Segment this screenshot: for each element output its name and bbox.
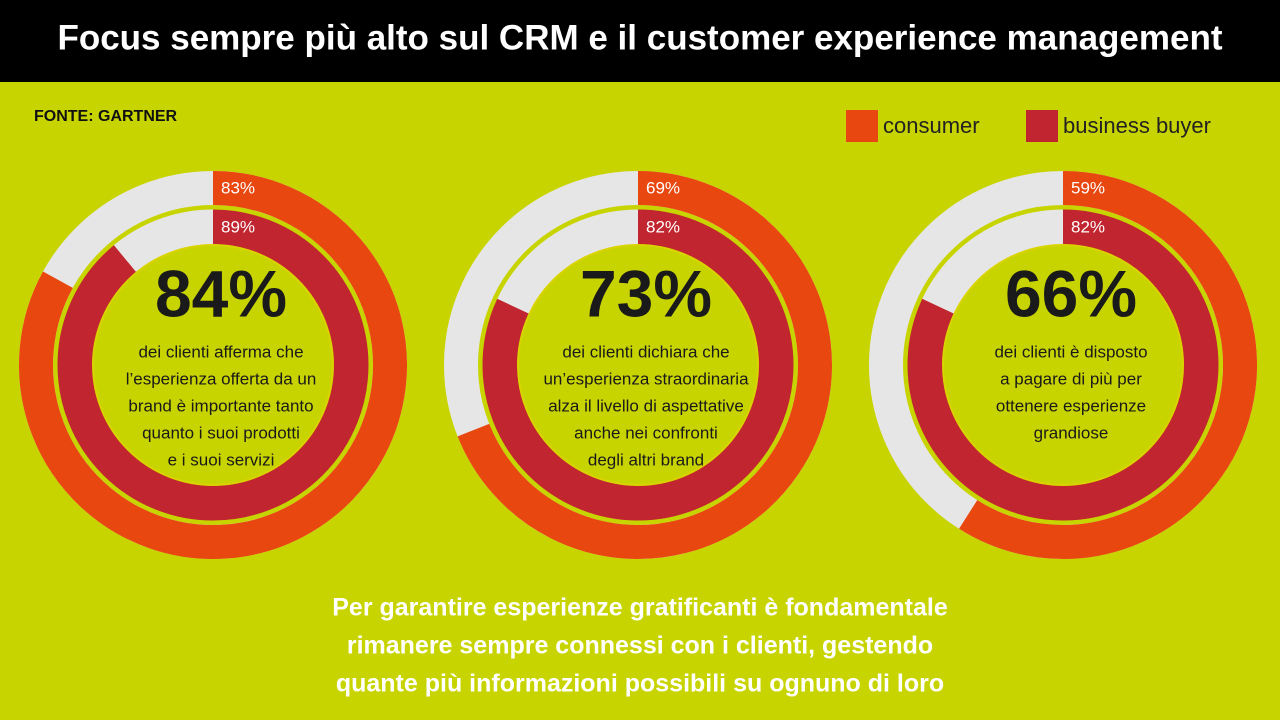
legend-swatch	[1026, 110, 1058, 142]
ring-divider	[904, 206, 1222, 524]
headline: 73%	[580, 256, 712, 330]
ring-arc	[959, 171, 1257, 559]
description: dei clienti dichiara che	[562, 342, 729, 361]
value-label: 83%	[221, 178, 255, 197]
source: FONTE: GARTNER	[34, 108, 178, 125]
description: dei clienti afferma che	[138, 342, 303, 361]
legend-label: consumer	[883, 113, 980, 138]
headline: 84%	[155, 256, 287, 330]
description: quanto i suoi prodotti	[142, 423, 300, 442]
value-label: 82%	[646, 217, 680, 236]
description: l’esperienza offerta da un	[126, 369, 317, 388]
headline: 66%	[1005, 256, 1137, 330]
description: e i suoi servizi	[168, 450, 275, 469]
ring-arc	[57, 209, 369, 521]
legend-label: business buyer	[1063, 113, 1211, 138]
ring-arc	[907, 209, 1219, 521]
value-label: 89%	[221, 217, 255, 236]
header-bar	[0, 0, 1280, 82]
ring-divider	[942, 244, 1184, 486]
description: un’esperienza straordinaria	[543, 369, 749, 388]
ring-divider	[517, 244, 759, 486]
description: a pagare di più per	[1000, 369, 1142, 388]
description: anche nei confronti	[574, 423, 718, 442]
description: brand è importante tanto	[128, 396, 313, 415]
description: alza il livello di aspettative	[548, 396, 744, 415]
value-label: 69%	[646, 178, 680, 197]
description: grandiose	[1034, 423, 1109, 442]
description: ottenere esperienze	[996, 396, 1146, 415]
footer-note: quante più informazioni possibili su ogn…	[336, 670, 944, 698]
value-label: 82%	[1071, 217, 1105, 236]
ring-divider	[479, 206, 797, 524]
value-label: 59%	[1071, 178, 1105, 197]
ring-divider	[92, 244, 334, 486]
chart-title: Focus sempre più alto sul CRM e il custo…	[57, 18, 1222, 57]
ring-divider	[54, 206, 372, 524]
footer-note: Per garantire esperienze gratificanti è …	[332, 594, 948, 622]
ring-arc	[457, 171, 832, 559]
footer-note: rimanere sempre connessi con i clienti, …	[347, 632, 933, 660]
ring-arc	[482, 209, 794, 521]
description: degli altri brand	[588, 450, 704, 469]
legend-swatch	[846, 110, 878, 142]
description: dei clienti è disposto	[994, 342, 1147, 361]
ring-arc	[19, 171, 407, 559]
